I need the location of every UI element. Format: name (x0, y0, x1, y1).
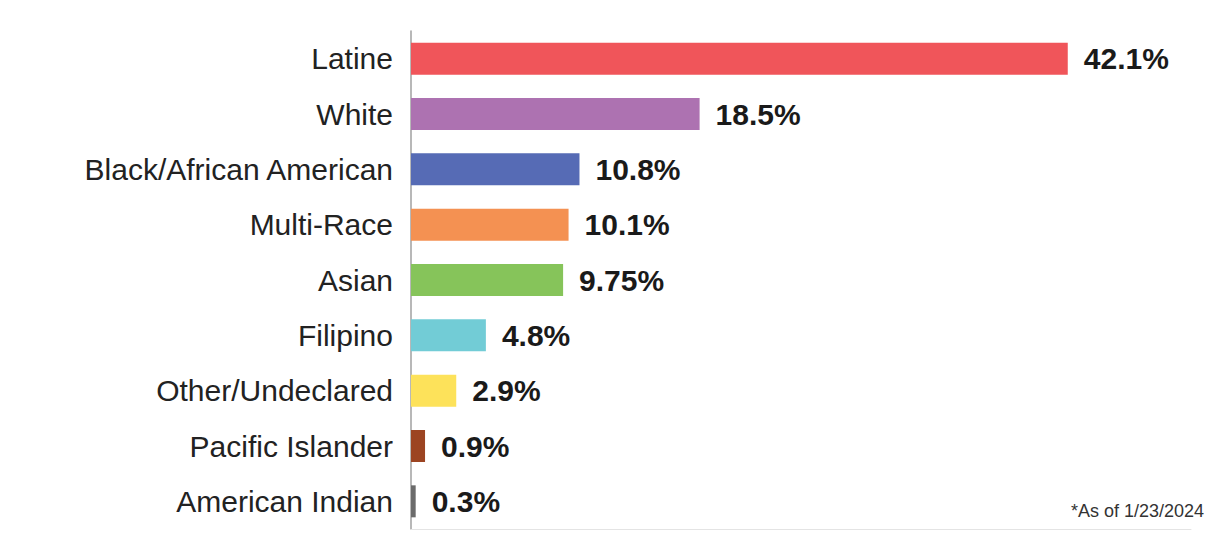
svg-text:10.8%: 10.8% (595, 153, 680, 186)
svg-text:American Indian: American Indian (176, 485, 393, 518)
svg-text:White: White (316, 98, 393, 131)
svg-text:2.9%: 2.9% (472, 374, 540, 407)
svg-text:Pacific Islander: Pacific Islander (190, 430, 393, 463)
svg-text:Multi-Race: Multi-Race (250, 208, 393, 241)
svg-text:*As of 1/23/2024: *As of 1/23/2024 (1071, 501, 1204, 521)
svg-text:10.1%: 10.1% (585, 208, 670, 241)
svg-text:9.75%: 9.75% (579, 264, 664, 297)
svg-text:Latine: Latine (311, 42, 393, 75)
svg-text:Black/African American: Black/African American (85, 153, 393, 186)
svg-text:4.8%: 4.8% (502, 319, 570, 352)
svg-text:Asian: Asian (318, 264, 393, 297)
svg-text:Other/Undeclared: Other/Undeclared (156, 374, 393, 407)
svg-text:42.1%: 42.1% (1084, 42, 1169, 75)
svg-text:Filipino: Filipino (298, 319, 393, 352)
svg-text:0.9%: 0.9% (441, 430, 509, 463)
svg-text:0.3%: 0.3% (432, 485, 500, 518)
svg-text:18.5%: 18.5% (716, 98, 801, 131)
